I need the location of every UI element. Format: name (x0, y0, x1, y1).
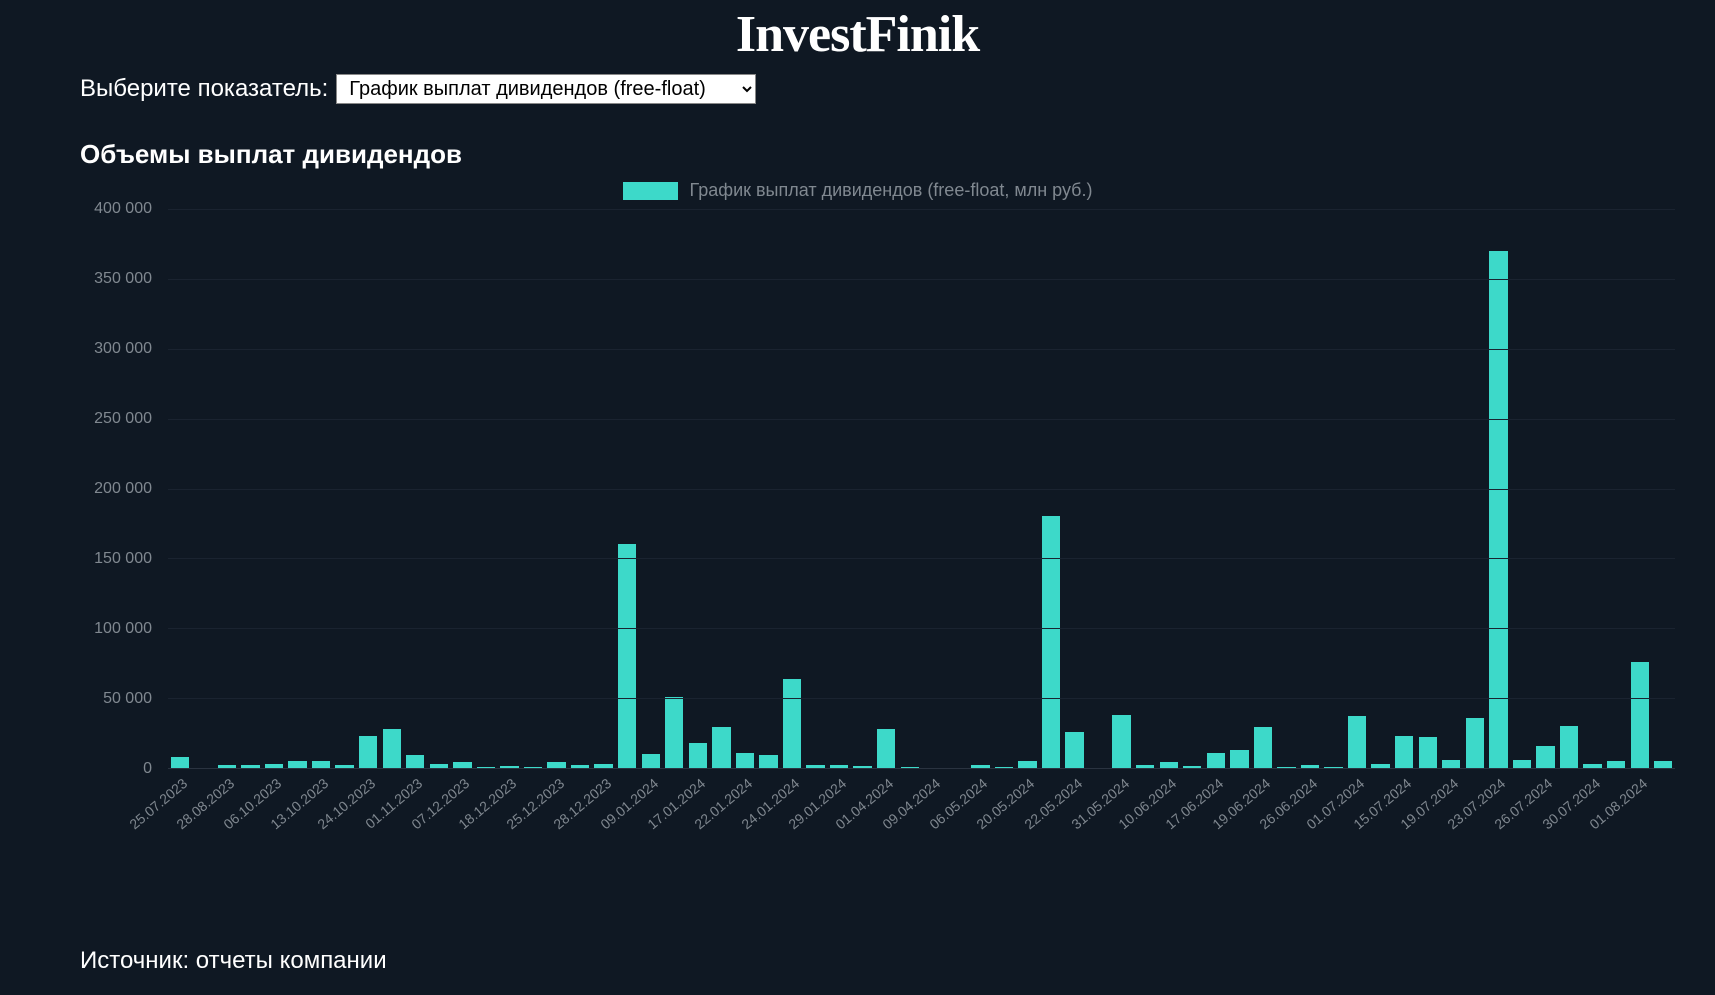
y-tick-label: 250 000 (94, 410, 152, 428)
bar[interactable] (524, 767, 542, 768)
gridline (168, 698, 1675, 699)
bar[interactable] (995, 767, 1013, 768)
bar[interactable] (853, 766, 871, 768)
gridline (168, 349, 1675, 350)
y-tick-label: 200 000 (94, 480, 152, 498)
plot-area (168, 209, 1675, 769)
bar[interactable] (1419, 737, 1437, 768)
y-tick-label: 400 000 (94, 200, 152, 218)
legend-swatch (623, 182, 678, 200)
bar[interactable] (1183, 766, 1201, 768)
y-tick-label: 0 (143, 760, 152, 778)
bar[interactable] (1654, 761, 1672, 768)
y-tick-label: 50 000 (103, 690, 152, 708)
bar[interactable] (430, 764, 448, 768)
gridline (168, 279, 1675, 280)
bar[interactable] (383, 729, 401, 768)
bar[interactable] (665, 697, 683, 768)
y-tick-label: 150 000 (94, 550, 152, 568)
bar[interactable] (1207, 753, 1225, 768)
bar[interactable] (1018, 761, 1036, 768)
bar[interactable] (477, 767, 495, 768)
brand-logo: InvestFinik (0, 0, 1715, 74)
bar[interactable] (1631, 662, 1649, 768)
bar[interactable] (1136, 765, 1154, 768)
bar[interactable] (594, 764, 612, 768)
bar[interactable] (1395, 736, 1413, 768)
bar[interactable] (971, 765, 989, 768)
bar[interactable] (241, 765, 259, 768)
y-axis: 050 000100 000150 000200 000250 000300 0… (90, 209, 160, 769)
bar[interactable] (1536, 746, 1554, 768)
bar[interactable] (500, 766, 518, 768)
bar[interactable] (1277, 767, 1295, 768)
bar[interactable] (1583, 764, 1601, 768)
bar[interactable] (265, 764, 283, 768)
bar[interactable] (642, 754, 660, 768)
chart-legend: График выплат дивидендов (free-float, мл… (0, 180, 1715, 201)
bar[interactable] (312, 761, 330, 768)
bar[interactable] (1230, 750, 1248, 768)
bar[interactable] (359, 736, 377, 768)
y-tick-label: 350 000 (94, 270, 152, 288)
bar[interactable] (1607, 761, 1625, 768)
bar[interactable] (877, 729, 895, 768)
bar[interactable] (759, 755, 777, 768)
bar[interactable] (1466, 718, 1484, 768)
bar[interactable] (406, 755, 424, 768)
bar[interactable] (1489, 251, 1507, 768)
bar[interactable] (806, 765, 824, 768)
gridline (168, 628, 1675, 629)
bar[interactable] (689, 743, 707, 768)
bar[interactable] (1112, 715, 1130, 768)
bar[interactable] (1560, 726, 1578, 768)
bar[interactable] (830, 765, 848, 768)
y-tick-label: 100 000 (94, 620, 152, 638)
bar[interactable] (1301, 765, 1319, 768)
metric-select[interactable]: График выплат дивидендов (free-float) (336, 74, 756, 104)
gridline (168, 558, 1675, 559)
bar[interactable] (1371, 764, 1389, 768)
bar[interactable] (901, 767, 919, 768)
gridline (168, 419, 1675, 420)
gridline (168, 489, 1675, 490)
bar[interactable] (783, 679, 801, 768)
bar[interactable] (1324, 767, 1342, 768)
bar[interactable] (288, 761, 306, 768)
bar[interactable] (453, 762, 471, 768)
bar[interactable] (1042, 516, 1060, 768)
gridline (168, 209, 1675, 210)
bar[interactable] (1065, 732, 1083, 768)
bar[interactable] (712, 727, 730, 768)
bar[interactable] (571, 765, 589, 768)
selector-label: Выберите показатель: (80, 75, 328, 103)
y-tick-label: 300 000 (94, 340, 152, 358)
bar[interactable] (547, 762, 565, 768)
bar[interactable] (618, 544, 636, 768)
bar[interactable] (1254, 727, 1272, 768)
bar[interactable] (1160, 762, 1178, 768)
source-label: Источник: отчеты компании (80, 947, 387, 975)
bar[interactable] (335, 765, 353, 768)
bar[interactable] (1513, 760, 1531, 768)
bar[interactable] (1348, 716, 1366, 768)
bar[interactable] (218, 765, 236, 768)
bar[interactable] (171, 757, 189, 768)
chart-area: 050 000100 000150 000200 000250 000300 0… (90, 209, 1675, 769)
legend-label: График выплат дивидендов (free-float, мл… (690, 180, 1093, 201)
bar[interactable] (736, 753, 754, 768)
bar[interactable] (1442, 760, 1460, 768)
chart-title: Объемы выплат дивидендов (0, 139, 1715, 170)
controls-row: Выберите показатель: График выплат дивид… (0, 74, 1715, 104)
